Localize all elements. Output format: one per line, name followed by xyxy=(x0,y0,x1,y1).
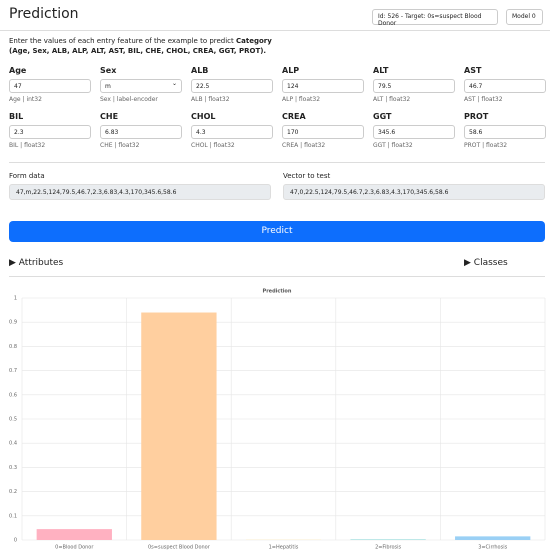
form-data-label: Form data xyxy=(9,172,45,180)
divider xyxy=(9,276,545,277)
field-hint: CHOL | float32 xyxy=(191,142,235,149)
x-tick-label: 2=Fibrosis xyxy=(375,545,401,551)
vector-label: Vector to test xyxy=(283,172,331,180)
field-label: ALT xyxy=(373,66,389,75)
chart: Prediction 0 0.1 0.2 0.3 0.4 0.5 0.6 0.7 0.8 0.9 1… xyxy=(9,289,546,551)
y-tick-label: 0.5 xyxy=(9,417,17,423)
y-tick-label: 1 xyxy=(14,296,17,302)
field-input[interactable]: 345.6 xyxy=(373,125,455,139)
field-label: BIL xyxy=(9,112,24,121)
field-label: Sex xyxy=(100,66,117,75)
y-tick-label: 0.9 xyxy=(9,320,17,326)
form-data-value: 47,m,22.5,124,79.5,46.7,2.3,6.83,4.3,170… xyxy=(9,184,271,200)
y-tick-label: 0 xyxy=(14,538,17,544)
instructions: Enter the values of each entry feature o… xyxy=(9,36,529,56)
field-label: ALP xyxy=(282,66,300,75)
field-input[interactable]: 58.6 xyxy=(464,125,546,139)
bar xyxy=(36,529,112,540)
field-hint: BIL | float32 xyxy=(9,142,46,149)
field-hint: Sex | label-encoder xyxy=(100,96,158,103)
classes-text: Classes xyxy=(473,258,508,268)
y-tick-label: 0.6 xyxy=(9,392,17,398)
field-input[interactable]: 22.5 xyxy=(191,79,273,93)
y-tick-label: 0.7 xyxy=(9,368,17,374)
field-input[interactable]: 170 xyxy=(282,125,364,139)
y-tick-label: 0.8 xyxy=(9,344,17,350)
field-hint: CHE | float32 xyxy=(100,142,140,149)
bar xyxy=(350,539,426,540)
instructions-target: Category xyxy=(236,37,272,45)
y-tick-label: 0.4 xyxy=(9,441,17,447)
x-tick-label: 0=Blood Donor xyxy=(55,545,94,551)
field-label: Age xyxy=(9,66,27,75)
field-hint: ALP | float32 xyxy=(282,96,321,103)
field-input[interactable]: 47 xyxy=(9,79,91,93)
field-input[interactable]: 6.83 xyxy=(100,125,182,139)
model-select[interactable]: Model 0 xyxy=(506,9,543,25)
field-label: AST xyxy=(464,66,482,75)
attributes-text: Attributes xyxy=(18,258,64,268)
x-tick-label: 3=Cirrhosis xyxy=(478,545,507,551)
x-tick-label: 1=Hepatitis xyxy=(269,545,299,551)
divider xyxy=(0,30,550,31)
field-hint: Age | int32 xyxy=(9,96,42,103)
x-tick-label: 0s=suspect Blood Donor xyxy=(148,545,211,551)
field-hint: AST | float32 xyxy=(464,96,503,103)
field-input[interactable]: 79.5 xyxy=(373,79,455,93)
vector-value: 47,0,22.5,124,79.5,46.7,2.3,6.83,4.3,170… xyxy=(283,184,545,200)
example-select[interactable]: Id: 526 - Target: 0s=suspect Blood Donor xyxy=(372,9,498,27)
example-select-text: Id: 526 - Target: 0s=suspect Blood Donor xyxy=(378,13,482,27)
classes-toggle[interactable]: ▶ Classes xyxy=(464,258,508,268)
select-arrow: ⌄ xyxy=(171,80,177,87)
field-input[interactable]: 46.7 xyxy=(464,79,546,93)
field-input[interactable]: 2.3 xyxy=(9,125,91,139)
y-tick-label: 0.2 xyxy=(9,489,17,495)
field-hint: ALT | float32 xyxy=(373,96,411,103)
field-label: CHOL xyxy=(191,112,216,121)
field-label: PROT xyxy=(464,112,489,121)
field-label: CHE xyxy=(100,112,119,121)
bar xyxy=(455,536,531,540)
bar xyxy=(141,312,217,540)
attributes-toggle[interactable]: ▶ Attributes xyxy=(9,258,64,268)
instructions-text: Enter the values of each entry feature o… xyxy=(9,37,234,45)
chart-title: Prediction xyxy=(263,289,292,295)
model-select-text: Model 0 xyxy=(512,13,536,20)
field-hint: GGT | float32 xyxy=(373,142,413,149)
y-tick-label: 0.1 xyxy=(9,513,17,519)
field-input[interactable]: m ⌄ xyxy=(100,79,182,93)
field-hint: ALB | float32 xyxy=(191,96,230,103)
y-tick-label: 0.3 xyxy=(9,465,17,471)
instructions-features: (Age, Sex, ALB, ALP, ALT, AST, BIL, CHE,… xyxy=(9,47,267,55)
field-label: CREA xyxy=(282,112,306,121)
field-hint: PROT | float32 xyxy=(464,142,508,149)
field-input[interactable]: 124 xyxy=(282,79,364,93)
field-input[interactable]: 4.3 xyxy=(191,125,273,139)
predict-button[interactable]: Predict xyxy=(9,221,545,242)
field-label: GGT xyxy=(373,112,392,121)
page-title: Prediction xyxy=(9,6,79,22)
divider xyxy=(9,162,545,163)
field-hint: CREA | float32 xyxy=(282,142,326,149)
field-label: ALB xyxy=(191,66,209,75)
